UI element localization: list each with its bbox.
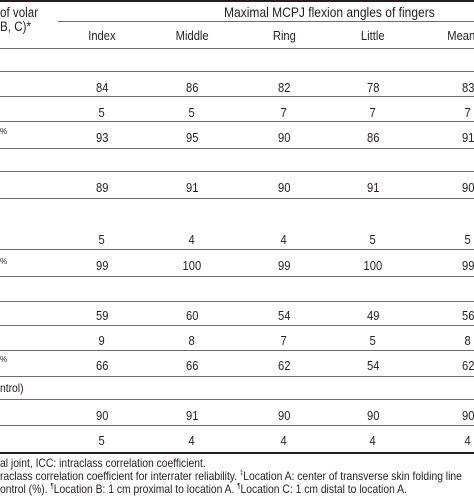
table-cell: 90: [277, 180, 291, 195]
table-cell: 99: [277, 258, 291, 273]
table-cell: 5: [98, 105, 106, 120]
table-cell: 91: [461, 130, 474, 145]
table-cell: 66: [185, 358, 199, 373]
table-cell: 5: [369, 333, 377, 348]
table-cell: 8: [188, 333, 196, 348]
table-cell: 7: [369, 105, 377, 120]
table-cell: 90: [277, 408, 291, 423]
table-cell: 56: [461, 308, 474, 323]
span-header-rule: [58, 21, 474, 22]
row-rule: [0, 425, 474, 426]
table-cell: 89: [95, 180, 109, 195]
table-cell: 86: [366, 130, 380, 145]
header-bottom-rule: [0, 48, 474, 49]
table-cell: 86: [185, 80, 199, 95]
table-cell: 83: [461, 80, 474, 95]
row-stub: %: [0, 355, 8, 364]
table-cell: 90: [461, 180, 474, 195]
table-cell: 8: [464, 333, 472, 348]
table-cell: 54: [366, 358, 380, 373]
column-header-ring: Ring: [272, 28, 296, 43]
table-cell: 91: [185, 180, 199, 195]
table-cell: 90: [461, 408, 474, 423]
section-label: ntrol): [0, 381, 24, 395]
footnote-text: raclass correlation coefficient for inte…: [0, 469, 240, 483]
stub-header-line1: of volar: [0, 5, 39, 20]
row-rule: [0, 96, 474, 97]
table-cell: 4: [280, 232, 288, 247]
table-cell: 99: [95, 258, 109, 273]
table-cell: 5: [98, 433, 106, 448]
row-rule: [0, 171, 474, 172]
row-rule: [0, 399, 474, 400]
row-stub: %: [0, 257, 8, 266]
row-rule: [0, 276, 474, 277]
table-cell: 4: [280, 433, 288, 448]
table-bottom-rule: [0, 452, 474, 454]
table-cell: 91: [185, 408, 199, 423]
table-cell: 4: [188, 232, 196, 247]
table-cell: 7: [280, 105, 288, 120]
column-header-index: Index: [88, 28, 116, 43]
row-rule: [0, 325, 474, 326]
table-cell: 5: [464, 232, 472, 247]
row-rule: [0, 198, 474, 199]
footnote-text: Location A: center of transverse skin fo…: [243, 469, 462, 483]
span-header: Maximal MCPJ flexion angles of fingers: [224, 4, 435, 20]
table-cell: 100: [182, 258, 202, 273]
table-cell: 5: [98, 232, 106, 247]
table-cell: 99: [461, 258, 474, 273]
footnote-text: Location B: 1 cm proximal to location A.: [53, 482, 238, 496]
footnote-text: al joint, ICC: intraclass correlation co…: [0, 456, 206, 470]
stub-header-line2: B, C)*: [0, 19, 31, 34]
row-stub: %: [0, 127, 8, 136]
footnote-text: ontrol (%).: [0, 482, 51, 496]
table-cell: 9: [98, 333, 106, 348]
row-rule: [0, 148, 474, 149]
column-header-little: Little: [361, 28, 385, 43]
row-rule: [0, 301, 474, 302]
table-cell: 78: [366, 80, 380, 95]
footnote-line-3: ontrol (%). ¶Location B: 1 cm proximal t…: [0, 483, 407, 496]
table-cell: 90: [277, 130, 291, 145]
table-cell: 93: [95, 130, 109, 145]
table-cell: 7: [280, 333, 288, 348]
row-rule: [0, 249, 474, 250]
row-rule: [0, 350, 474, 351]
footnote-line-1: al joint, ICC: intraclass correlation co…: [0, 457, 206, 470]
table-cell: 91: [366, 180, 380, 195]
column-header-mean: Mean: [447, 28, 474, 43]
table-cell: 100: [363, 258, 383, 273]
table-cell: 84: [95, 80, 109, 95]
row-rule: [0, 376, 474, 377]
footnote-text: Location C: 1 cm distal to location A.: [240, 482, 407, 496]
table-cell: 4: [188, 433, 196, 448]
table-cell: 62: [461, 358, 474, 373]
table-cell: 95: [185, 130, 199, 145]
table-cell: 60: [185, 308, 199, 323]
table-cell: 4: [464, 433, 472, 448]
table-cell: 54: [277, 308, 291, 323]
table-cell: 5: [188, 105, 196, 120]
table-cell: 5: [369, 232, 377, 247]
table-cell: 7: [464, 105, 472, 120]
table-top-rule: [0, 0, 474, 2]
table-cell: 90: [366, 408, 380, 423]
row-rule: [0, 121, 474, 122]
table-cell: 49: [366, 308, 380, 323]
row-rule: [0, 71, 474, 72]
table-cell: 82: [277, 80, 291, 95]
table-cell: 66: [95, 358, 109, 373]
column-header-middle: Middle: [175, 28, 209, 43]
table-cell: 59: [95, 308, 109, 323]
table-cell: 4: [369, 433, 377, 448]
table-cell: 90: [95, 408, 109, 423]
table-cell: 62: [277, 358, 291, 373]
